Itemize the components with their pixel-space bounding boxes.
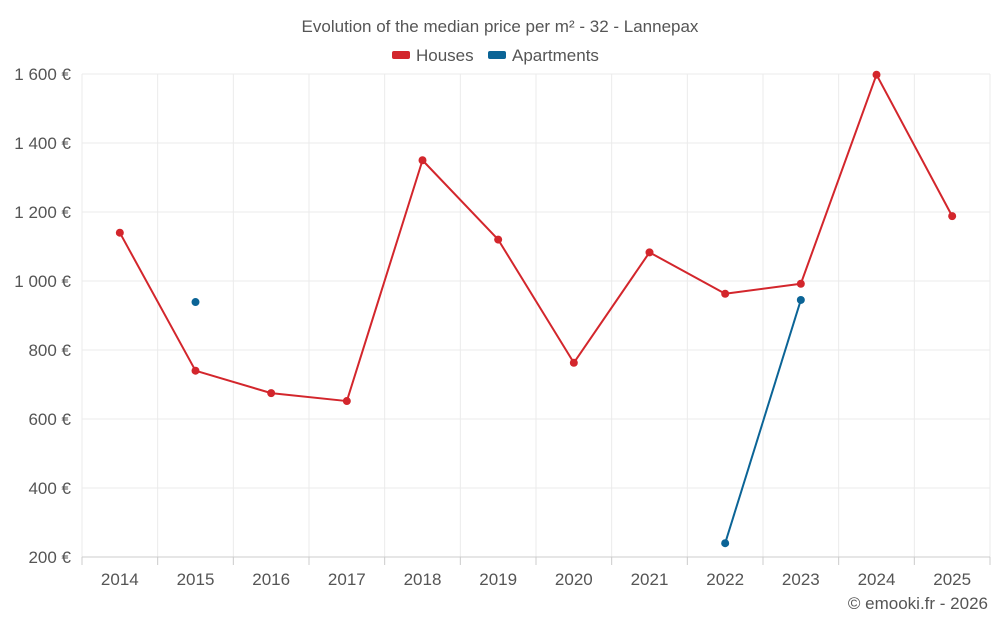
x-tick-label: 2018	[404, 570, 442, 589]
x-tick-label: 2019	[479, 570, 517, 589]
y-tick-label: 1 600 €	[14, 65, 71, 84]
data-point-houses-2019[interactable]	[494, 235, 503, 244]
grid	[81, 73, 991, 557]
y-tick-label: 1 000 €	[14, 272, 71, 291]
data-point-houses-2017[interactable]	[342, 397, 351, 406]
series-line-apartments	[724, 299, 802, 544]
data-point-houses-2022[interactable]	[721, 289, 730, 298]
series-line-houses	[118, 73, 954, 403]
x-tick-label: 2017	[328, 570, 366, 589]
data-point-apartments-2022[interactable]	[721, 539, 730, 548]
data-point-houses-2024[interactable]	[872, 70, 881, 79]
y-tick-label: 800 €	[28, 341, 71, 360]
y-tick-label: 600 €	[28, 410, 71, 429]
chart-title: Evolution of the median price per m² - 3…	[302, 17, 699, 36]
x-tick-label: 2015	[177, 570, 215, 589]
x-tick-label: 2021	[631, 570, 669, 589]
y-tick-label: 400 €	[28, 479, 71, 498]
x-tick-label: 2016	[252, 570, 290, 589]
x-tick-label: 2022	[706, 570, 744, 589]
legend: Houses Apartments	[392, 46, 599, 65]
data-point-houses-2021[interactable]	[645, 248, 654, 257]
legend-swatch-apartments	[488, 51, 506, 59]
y-tick-label: 200 €	[28, 548, 71, 567]
x-tick-label: 2023	[782, 570, 820, 589]
data-point-houses-2015[interactable]	[191, 366, 200, 375]
x-tick-label: 2020	[555, 570, 593, 589]
data-point-houses-2014[interactable]	[115, 228, 124, 237]
axes: 200 € 400 € 600 € 800 € 1 000 € 1 200 € 1 400 …	[14, 65, 991, 589]
x-tick-label: 2014	[101, 570, 139, 589]
data-point-houses-2020[interactable]	[569, 358, 578, 367]
legend-item-houses[interactable]: Houses	[392, 46, 474, 65]
copyright-text: © emooki.fr - 2026	[848, 594, 988, 613]
data-point-apartments-2023[interactable]	[796, 295, 805, 304]
legend-item-apartments[interactable]: Apartments	[488, 46, 599, 65]
data-point-apartments-2015[interactable]	[191, 298, 200, 307]
data-point-houses-2023[interactable]	[796, 279, 805, 288]
series-houses	[115, 70, 957, 406]
legend-swatch-houses	[392, 51, 410, 59]
y-tick-label: 1 400 €	[14, 134, 71, 153]
data-point-houses-2025[interactable]	[948, 212, 957, 221]
y-tick-label: 1 200 €	[14, 203, 71, 222]
data-point-houses-2018[interactable]	[418, 156, 427, 165]
series-apartments	[191, 295, 805, 548]
x-tick-label: 2025	[933, 570, 971, 589]
x-tick-label: 2024	[858, 570, 896, 589]
legend-label-apartments: Apartments	[512, 46, 599, 65]
series-layer	[115, 70, 957, 548]
data-point-houses-2016[interactable]	[267, 389, 276, 398]
legend-label-houses: Houses	[416, 46, 474, 65]
